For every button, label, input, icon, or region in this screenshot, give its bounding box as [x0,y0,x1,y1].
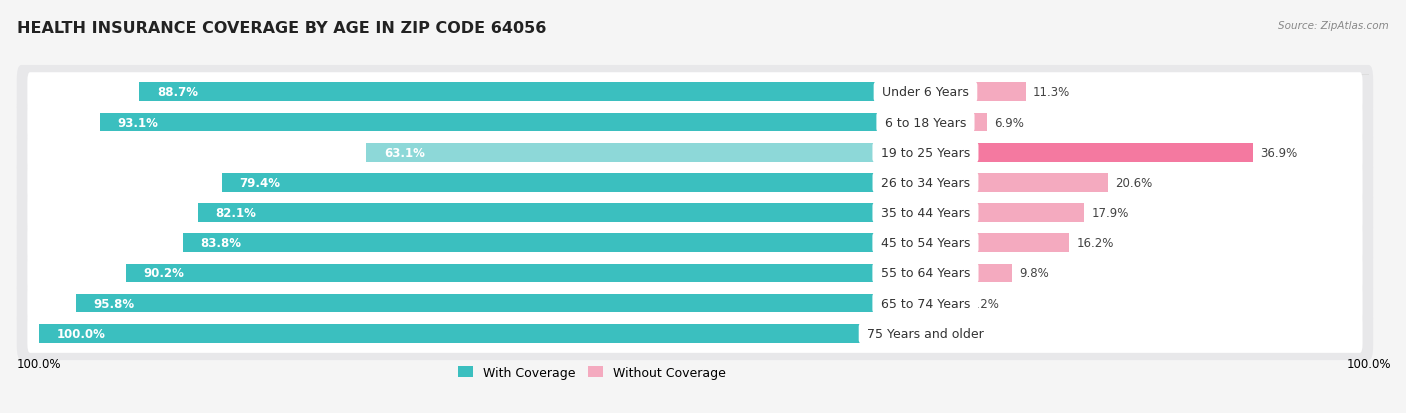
Text: 65 to 74 Years: 65 to 74 Years [877,297,974,310]
FancyBboxPatch shape [17,126,1374,180]
FancyBboxPatch shape [27,193,1362,233]
Text: 6.9%: 6.9% [994,116,1024,129]
Bar [183,234,925,252]
Text: 4.2%: 4.2% [970,297,1000,310]
Text: Source: ZipAtlas.com: Source: ZipAtlas.com [1278,21,1389,31]
Text: 26 to 34 Years: 26 to 34 Years [877,176,974,190]
FancyBboxPatch shape [27,314,1362,353]
Bar [366,143,925,162]
Text: 45 to 54 Years: 45 to 54 Years [877,237,974,249]
Text: 11.3%: 11.3% [1033,86,1070,99]
Text: 93.1%: 93.1% [118,116,159,129]
FancyBboxPatch shape [27,133,1362,172]
Bar [925,83,1025,102]
Text: 63.1%: 63.1% [384,146,425,159]
FancyBboxPatch shape [27,284,1362,323]
Bar [222,173,925,192]
Text: 20.6%: 20.6% [1115,176,1153,190]
FancyBboxPatch shape [17,216,1374,270]
Text: 35 to 44 Years: 35 to 44 Years [877,206,974,219]
Text: 55 to 64 Years: 55 to 64 Years [877,267,974,280]
FancyBboxPatch shape [17,96,1374,150]
FancyBboxPatch shape [17,186,1374,240]
Bar [100,114,925,132]
Text: 16.2%: 16.2% [1076,237,1114,249]
Bar [925,204,1084,222]
Bar [76,294,925,313]
FancyBboxPatch shape [17,156,1374,210]
Text: 9.8%: 9.8% [1019,267,1049,280]
FancyBboxPatch shape [27,254,1362,293]
Bar [39,324,925,343]
Bar [925,234,1069,252]
Text: 90.2%: 90.2% [143,267,184,280]
Text: 0.0%: 0.0% [932,327,962,340]
Bar [925,114,987,132]
Bar [125,264,925,282]
FancyBboxPatch shape [17,277,1374,330]
Text: 17.9%: 17.9% [1091,206,1129,219]
Text: 82.1%: 82.1% [215,206,256,219]
Bar [198,204,925,222]
FancyBboxPatch shape [17,306,1374,360]
FancyBboxPatch shape [27,103,1362,142]
FancyBboxPatch shape [27,73,1362,112]
Text: 88.7%: 88.7% [157,86,198,99]
Text: Under 6 Years: Under 6 Years [877,86,973,99]
Text: 95.8%: 95.8% [94,297,135,310]
Text: HEALTH INSURANCE COVERAGE BY AGE IN ZIP CODE 64056: HEALTH INSURANCE COVERAGE BY AGE IN ZIP … [17,21,547,36]
FancyBboxPatch shape [27,164,1362,202]
FancyBboxPatch shape [17,247,1374,300]
Text: 75 Years and older: 75 Years and older [863,327,988,340]
Text: 100.0%: 100.0% [56,327,105,340]
Bar [925,264,1012,282]
Bar [925,143,1253,162]
Text: 19 to 25 Years: 19 to 25 Years [877,146,974,159]
Bar [139,83,925,102]
Bar [925,294,963,313]
Text: 83.8%: 83.8% [200,237,242,249]
Text: 6 to 18 Years: 6 to 18 Years [880,116,970,129]
FancyBboxPatch shape [17,66,1374,119]
FancyBboxPatch shape [27,223,1362,263]
Legend: With Coverage, Without Coverage: With Coverage, Without Coverage [453,361,731,384]
Text: 79.4%: 79.4% [239,176,280,190]
Bar [925,173,1108,192]
Text: 36.9%: 36.9% [1260,146,1296,159]
